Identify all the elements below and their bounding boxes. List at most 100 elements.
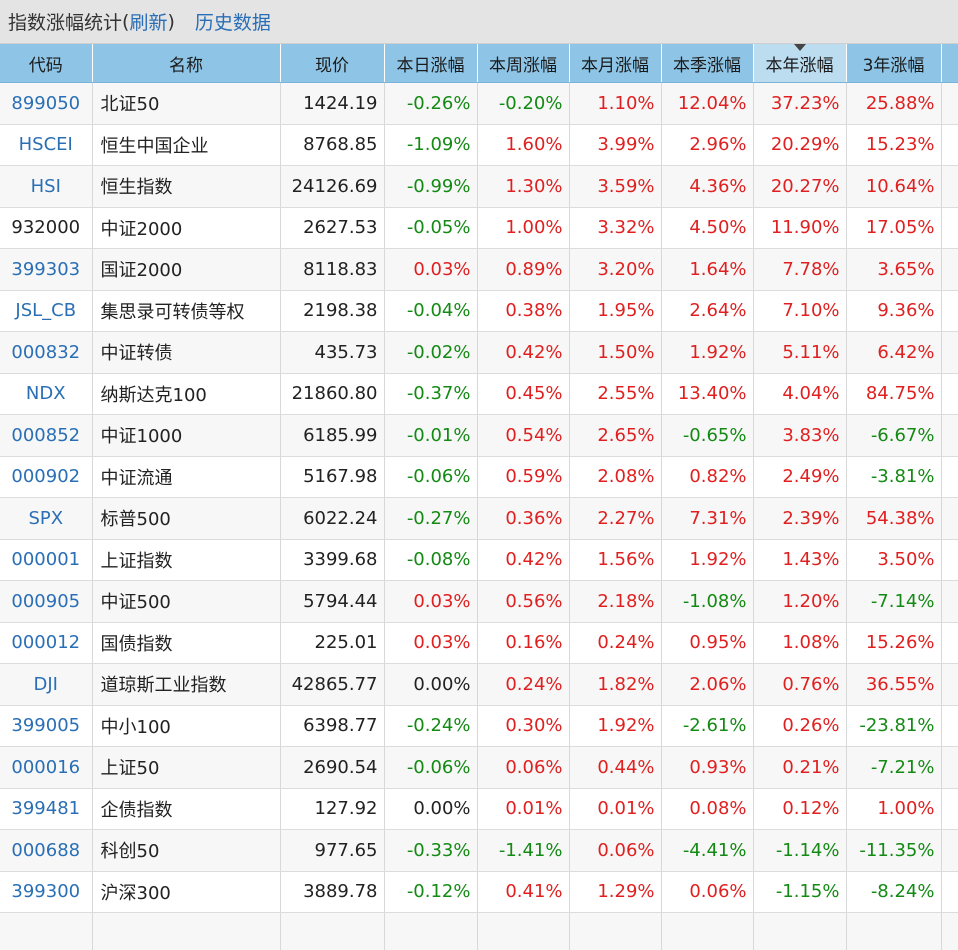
month-change-cell: 3.32% xyxy=(569,207,662,249)
code-cell[interactable]: 399481 xyxy=(0,788,93,830)
quarter-change-cell: -1.08% xyxy=(661,580,754,623)
price-cell: 1424.19 xyxy=(280,82,385,125)
price-cell: 977.65 xyxy=(280,829,385,872)
quarter-change-cell: -0.65% xyxy=(661,414,754,457)
code-cell[interactable]: NDX xyxy=(0,373,93,415)
week-change-cell xyxy=(477,912,570,950)
3year-change-cell: -8.24% xyxy=(846,871,942,913)
3year-change-cell: 9.36% xyxy=(846,290,942,332)
quarter-change-cell: 2.96% xyxy=(661,124,754,166)
name-cell: 企债指数 xyxy=(92,788,281,830)
day-change-cell: -0.37% xyxy=(384,373,478,415)
year-change-cell: 1.20% xyxy=(753,580,847,623)
quarter-change-cell: 0.95% xyxy=(661,622,754,664)
month-change-cell: 2.08% xyxy=(569,456,662,498)
day-change-cell xyxy=(384,912,478,950)
price-cell: 2627.53 xyxy=(280,207,385,249)
header-col-3year-change[interactable]: 3年涨幅 xyxy=(846,44,942,83)
week-change-cell: 0.56% xyxy=(477,580,570,623)
header-col-month-change[interactable]: 本月涨幅 xyxy=(569,44,662,83)
header-col-quarter-change[interactable]: 本季涨幅 xyxy=(661,44,754,83)
refresh-link[interactable]: 刷新 xyxy=(129,12,168,34)
year-change-cell: 20.29% xyxy=(753,124,847,166)
code-cell[interactable]: 000001 xyxy=(0,539,93,581)
price-cell: 3399.68 xyxy=(280,539,385,581)
code-cell[interactable]: 399300 xyxy=(0,871,93,913)
table-header-row: 代码 名称 现价 本日涨幅 本周涨幅 本月涨幅 本季涨幅 本年涨幅 3年涨幅 xyxy=(0,44,958,83)
index-table-container[interactable]: 代码 名称 现价 本日涨幅 本周涨幅 本月涨幅 本季涨幅 本年涨幅 3年涨幅 899050 北证5… xyxy=(0,44,958,950)
table-row: HSCEI 恒生中国企业 8768.85 -1.09% 1.60% 3.99% 2.96% 2… xyxy=(0,124,958,166)
price-cell: 21860.80 xyxy=(280,373,385,415)
quarter-change-cell: 4.36% xyxy=(661,165,754,208)
table-row: 000688 科创50 977.65 -0.33% -1.41% 0.06% -4.41% -… xyxy=(0,829,958,872)
3year-change-cell: 25.88% xyxy=(846,82,942,125)
code-cell[interactable]: HSI xyxy=(0,165,93,208)
day-change-cell: 0.03% xyxy=(384,622,478,664)
year-change-cell: 2.49% xyxy=(753,456,847,498)
extra-cell xyxy=(941,871,958,913)
code-cell[interactable]: 000905 xyxy=(0,580,93,623)
code-cell[interactable]: 000688 xyxy=(0,829,93,872)
week-change-cell: 0.54% xyxy=(477,414,570,457)
price-cell: 3889.78 xyxy=(280,871,385,913)
week-change-cell: 0.38% xyxy=(477,290,570,332)
table-body: 899050 北证50 1424.19 -0.26% -0.20% 1.10% 12.04%… xyxy=(0,82,958,950)
code-cell[interactable]: 000902 xyxy=(0,456,93,498)
week-change-cell: 0.16% xyxy=(477,622,570,664)
year-change-cell: 7.78% xyxy=(753,248,847,291)
code-cell[interactable]: 000012 xyxy=(0,622,93,664)
header-col-week-change[interactable]: 本周涨幅 xyxy=(477,44,570,83)
year-change-cell: 2.39% xyxy=(753,497,847,540)
extra-cell xyxy=(941,331,958,374)
quarter-change-cell: 1.92% xyxy=(661,539,754,581)
code-cell[interactable]: 000852 xyxy=(0,414,93,457)
extra-cell: 5 xyxy=(941,497,958,540)
table-row: 399481 企债指数 127.92 0.00% 0.01% 0.01% 0.08% 0.12… xyxy=(0,788,958,830)
code-cell[interactable]: 899050 xyxy=(0,82,93,125)
header-col-name[interactable]: 名称 xyxy=(92,44,281,83)
history-data-link[interactable]: 历史数据 xyxy=(194,12,271,34)
table-row: 000852 中证1000 6185.99 -0.01% 0.54% 2.65% -0.65… xyxy=(0,414,958,457)
day-change-cell: -0.02% xyxy=(384,331,478,374)
code-cell[interactable]: 399303 xyxy=(0,248,93,291)
extra-cell xyxy=(941,705,958,747)
week-change-cell: 0.24% xyxy=(477,663,570,706)
week-change-cell: -0.20% xyxy=(477,82,570,125)
week-change-cell: 0.42% xyxy=(477,539,570,581)
table-row: 000001 上证指数 3399.68 -0.08% 0.42% 1.56% 1.92% 1.… xyxy=(0,539,958,581)
table-row: 000016 上证50 2690.54 -0.06% 0.06% 0.44% 0.93% 0.… xyxy=(0,746,958,789)
code-cell[interactable]: HSCEI xyxy=(0,124,93,166)
extra-cell xyxy=(941,539,958,581)
3year-change-cell: -23.81% xyxy=(846,705,942,747)
code-cell[interactable]: DJI xyxy=(0,663,93,706)
table-row xyxy=(0,912,958,950)
day-change-cell: -0.27% xyxy=(384,497,478,540)
header-col-day-change[interactable]: 本日涨幅 xyxy=(384,44,478,83)
month-change-cell: 1.82% xyxy=(569,663,662,706)
year-change-cell: 1.43% xyxy=(753,539,847,581)
code-cell[interactable]: 000016 xyxy=(0,746,93,789)
name-cell: 中证500 xyxy=(92,580,281,623)
month-change-cell: 0.06% xyxy=(569,829,662,872)
table-row: JSL_CB 集思录可转债等权 2198.38 -0.04% 0.38% 1.95% 2.6… xyxy=(0,290,958,332)
code-cell[interactable]: JSL_CB xyxy=(0,290,93,332)
extra-cell xyxy=(941,165,958,208)
quarter-change-cell: 1.64% xyxy=(661,248,754,291)
table-row: SPX 标普500 6022.24 -0.27% 0.36% 2.27% 7.31% 2.39… xyxy=(0,497,958,540)
day-change-cell: -0.99% xyxy=(384,165,478,208)
3year-change-cell: 15.26% xyxy=(846,622,942,664)
quarter-change-cell: 12.04% xyxy=(661,82,754,125)
month-change-cell: 0.24% xyxy=(569,622,662,664)
header-col-more[interactable] xyxy=(941,44,958,83)
table-row: 899050 北证50 1424.19 -0.26% -0.20% 1.10% 12.04%… xyxy=(0,82,958,125)
code-cell[interactable]: 399005 xyxy=(0,705,93,747)
header-col-price[interactable]: 现价 xyxy=(280,44,385,83)
month-change-cell: 0.01% xyxy=(569,788,662,830)
code-cell[interactable]: 000832 xyxy=(0,331,93,374)
quarter-change-cell: -2.61% xyxy=(661,705,754,747)
header-col-code[interactable]: 代码 xyxy=(0,44,93,83)
price-cell: 2198.38 xyxy=(280,290,385,332)
3year-change-cell: -7.21% xyxy=(846,746,942,789)
header-col-year-change[interactable]: 本年涨幅 xyxy=(753,44,847,83)
code-cell[interactable]: SPX xyxy=(0,497,93,540)
